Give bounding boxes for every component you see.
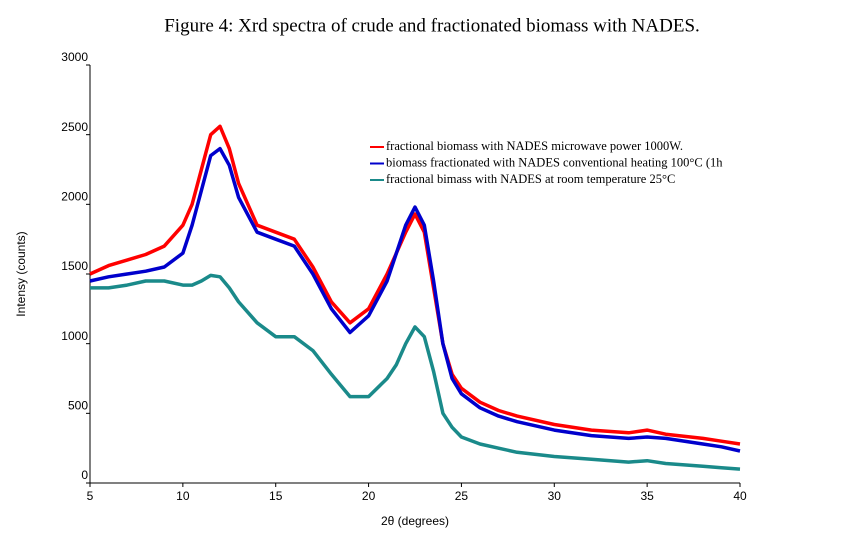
- y-tick-label: 1500: [61, 259, 88, 273]
- y-tick-label: 3000: [61, 50, 88, 64]
- x-tick-label: 35: [640, 489, 654, 503]
- legend-label: fractional biomass with NADES microwave …: [386, 139, 683, 153]
- data-line: [90, 273, 741, 471]
- legend-label: fractional bimass with NADES at room tem…: [386, 172, 675, 186]
- y-axis-label: Intensy (counts): [14, 231, 28, 316]
- data-line: [89, 146, 741, 453]
- x-tick-label: 30: [548, 489, 562, 503]
- legend-label: biomass fractionated with NADES conventi…: [386, 155, 723, 169]
- chart-title: Figure 4: Xrd spectra of crude and fract…: [164, 15, 700, 36]
- x-tick-label: 20: [362, 489, 376, 503]
- x-tick-label: 25: [455, 489, 469, 503]
- x-tick-label: 5: [87, 489, 94, 503]
- x-axis-label: 2θ (degrees): [381, 514, 449, 528]
- x-tick-label: 15: [269, 489, 283, 503]
- y-tick-label: 0: [81, 468, 88, 482]
- x-tick-label: 10: [176, 489, 190, 503]
- y-tick-label: 500: [68, 399, 88, 413]
- x-tick-label: 40: [733, 489, 747, 503]
- y-tick-label: 1000: [61, 329, 88, 343]
- y-tick-label: 2000: [61, 190, 88, 204]
- y-tick-label: 2500: [61, 120, 88, 134]
- data-line: [89, 124, 741, 446]
